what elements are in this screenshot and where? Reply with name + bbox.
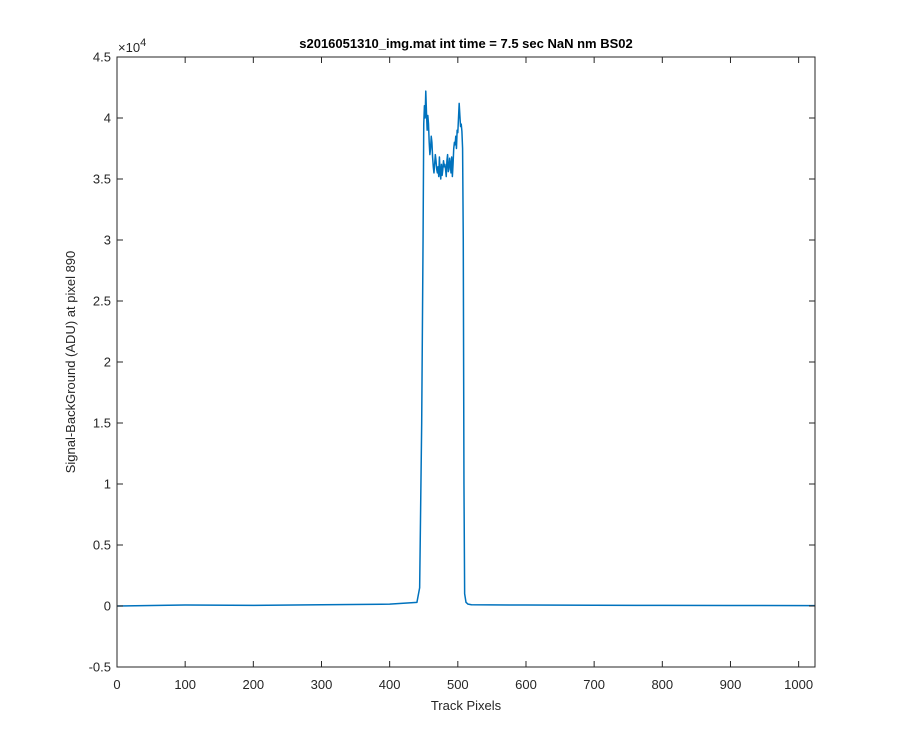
y-tick-label-10: 4.5 [93,50,111,65]
y-tick-label-5: 2 [104,355,111,370]
y-tick-label-2: 0.5 [93,538,111,553]
plot-area [116,90,816,607]
y-tick-label-4: 1.5 [93,416,111,431]
y-tick-label-7: 3 [104,233,111,248]
x-tick-label-600: 600 [515,677,537,692]
x-tick-label-0: 0 [113,677,120,692]
x-tick-label-200: 200 [242,677,264,692]
y-axis-exponent-base: ×10 [118,40,140,55]
y-axis-exponent: ×104 [118,37,146,55]
x-tick-label-300: 300 [311,677,333,692]
axes-box [116,56,816,668]
axes-background [117,57,815,667]
y-axis-label: Signal-BackGround (ADU) at pixel 890 [63,251,78,474]
x-tick-label-500: 500 [447,677,469,692]
x-axis: 0 100 200 300 400 500 600 700 800 900 1000 [113,57,813,692]
x-tick-label-1000: 1000 [784,677,813,692]
x-tick-label-400: 400 [379,677,401,692]
y-tick-label-6: 2.5 [93,294,111,309]
y-tick-label-0: -0.5 [89,660,111,675]
y-tick-label-9: 4 [104,111,111,126]
y-tick-label-3: 1 [104,477,111,492]
x-tick-label-900: 900 [720,677,742,692]
series-line-1 [116,90,816,607]
x-tick-label-700: 700 [583,677,605,692]
y-axis: -0.5 0 0.5 1 1.5 2 2.5 3 3.5 4 4.5 [89,50,815,675]
x-tick-label-100: 100 [174,677,196,692]
y-axis-exponent-power: 4 [140,37,146,49]
chart-title: s2016051310_img.mat int time = 7.5 sec N… [299,36,633,51]
x-tick-label-800: 800 [651,677,673,692]
y-tick-label-1: 0 [104,599,111,614]
y-tick-label-8: 3.5 [93,172,111,187]
x-axis-label: Track Pixels [431,698,502,713]
